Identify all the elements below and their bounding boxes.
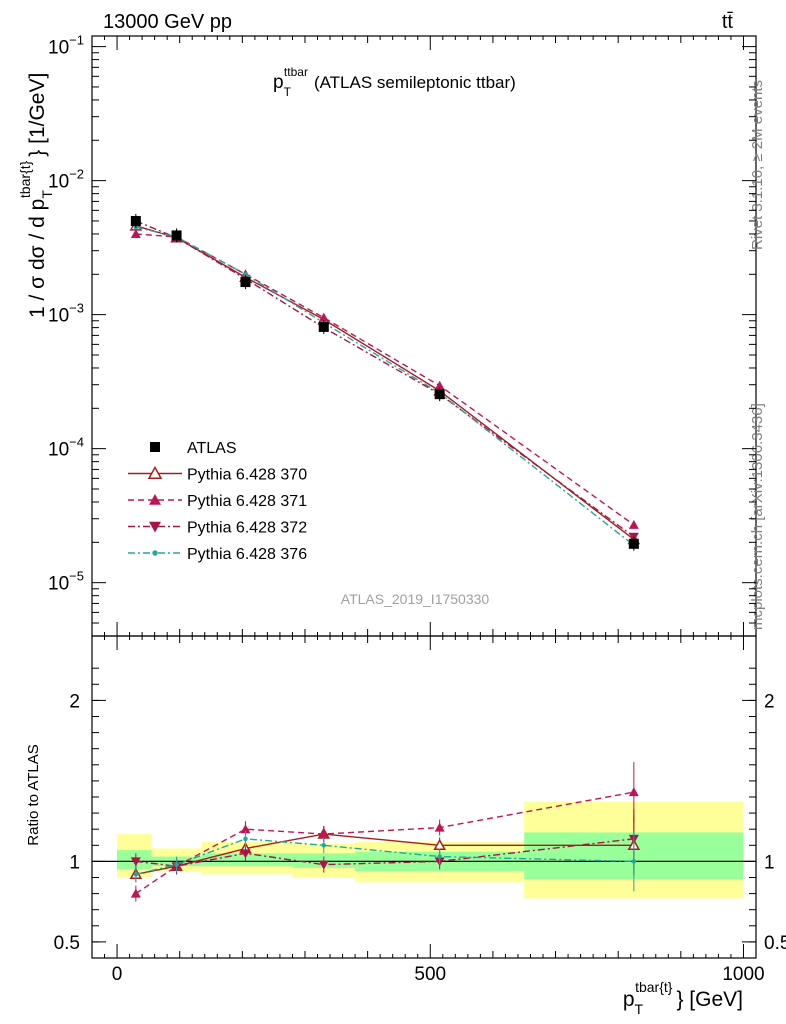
legend-label: Pythia 6.428 372	[187, 520, 307, 537]
x-axis-label: pTtbar{t}} [GeV]	[623, 979, 743, 1017]
ratio-point	[318, 860, 329, 870]
ratio-series-line	[135, 838, 634, 867]
mc-point	[434, 380, 445, 390]
mc-point	[318, 312, 329, 322]
main-y-tick-label: 10−5	[48, 569, 84, 595]
legend-label: Pythia 6.428 376	[187, 546, 307, 563]
data-point	[318, 321, 329, 332]
data-point	[240, 277, 251, 288]
data-point	[171, 230, 182, 241]
main-y-tick-label: 10−3	[48, 301, 84, 327]
legend-label: ATLAS	[187, 440, 237, 457]
legend-marker	[150, 442, 160, 452]
ratio-point	[130, 857, 141, 867]
ratio-y-tick-label-right: 2	[764, 691, 775, 712]
ratio-y-tick-label-left: 2	[69, 691, 80, 712]
main-series-line	[135, 220, 635, 538]
ratio-point	[318, 829, 329, 839]
main-y-tick-label: 10−4	[48, 435, 84, 461]
data-point	[628, 538, 639, 549]
legend-label: Pythia 6.428 370	[187, 467, 307, 484]
xlabel-post: } [GeV]	[676, 988, 743, 1011]
main-y-tick-label: 10−2	[48, 167, 84, 193]
ratio-point	[130, 888, 141, 898]
ratio-point	[434, 822, 445, 832]
ratio-point	[240, 849, 251, 859]
legend-marker	[149, 521, 161, 533]
ratio-plot-series	[129, 762, 641, 902]
data-point	[434, 389, 445, 400]
ratio-series-line	[135, 791, 634, 895]
ratio-point	[240, 824, 251, 834]
main-ylabel-post: } [1/GeV]	[26, 73, 49, 157]
mc-point	[628, 519, 639, 529]
header-left: 13000 GeV pp	[103, 11, 232, 33]
ratio-uncertainty-bands	[92, 801, 756, 899]
legend: ATLAS Pythia 6.428 370 Pythia 6.428 371 Pyt…	[128, 440, 307, 563]
ratio-point	[437, 854, 442, 859]
ratio-y-tick-label-right: 0.5	[764, 933, 786, 954]
header-right: tt̄	[722, 11, 734, 33]
plot-title: pTttbar (ATLAS semileptonic ttbar)	[273, 65, 516, 99]
main-y-tick-label: 10−1	[48, 33, 84, 59]
main-series-line	[135, 226, 635, 546]
legend-label: Pythia 6.428 371	[187, 493, 307, 510]
x-tick-label: 500	[414, 964, 446, 985]
ratio-point	[628, 787, 639, 797]
title-sup: ttbar	[284, 65, 308, 79]
legend-marker	[149, 494, 161, 505]
ratio-point	[243, 836, 248, 842]
main-ylabel-pre: 1 / σ dσ / d p	[26, 199, 49, 318]
title-rest: (ATLAS semileptonic ttbar)	[314, 73, 516, 92]
ratio-point	[321, 843, 327, 848]
ratio-y-axis-label: Ratio to ATLAS	[25, 744, 42, 845]
data-point	[130, 215, 141, 226]
main-y-axis-label: 1 / σ dσ / d pTtbar{t} } [1/GeV]	[17, 73, 55, 318]
ratio-series-line	[135, 838, 634, 875]
ratio-y-tick-label-left: 1	[69, 852, 80, 873]
title-sub: T	[284, 85, 292, 99]
ratio-y-tick-label-left: 0.5	[54, 933, 80, 954]
legend-marker	[147, 465, 163, 480]
xlabel-sup: tbar{t}	[635, 979, 673, 995]
main-plot-series	[129, 213, 641, 551]
xlabel-pre: p	[623, 988, 635, 1011]
mc-point	[243, 272, 248, 277]
x-tick-label: 1000	[722, 964, 764, 985]
main-ylabel-sub: T	[39, 190, 55, 199]
xlabel-sub: T	[635, 1001, 644, 1017]
ratio-panel-frame	[91, 635, 757, 959]
ratio-point	[631, 859, 637, 864]
ratio-point	[133, 872, 139, 877]
mc-point	[130, 228, 141, 238]
legend-marker	[152, 550, 158, 556]
x-tick-label: 0	[112, 964, 123, 985]
title-main: p	[273, 72, 284, 93]
mcplots-label: mcplots.cern.ch [arXiv:1306.3436]	[749, 403, 766, 630]
ratio-series-line	[135, 833, 634, 875]
analysis-watermark: ATLAS_2019_I1750330	[341, 591, 490, 607]
ratio-y-tick-label-right: 1	[764, 852, 775, 873]
rivet-label: Rivet 3.1.10, ≥ 2M events	[749, 80, 766, 250]
main-series-line	[135, 233, 635, 526]
main-ylabel-sup: tbar{t}	[17, 160, 33, 198]
ratio-point	[174, 862, 179, 867]
